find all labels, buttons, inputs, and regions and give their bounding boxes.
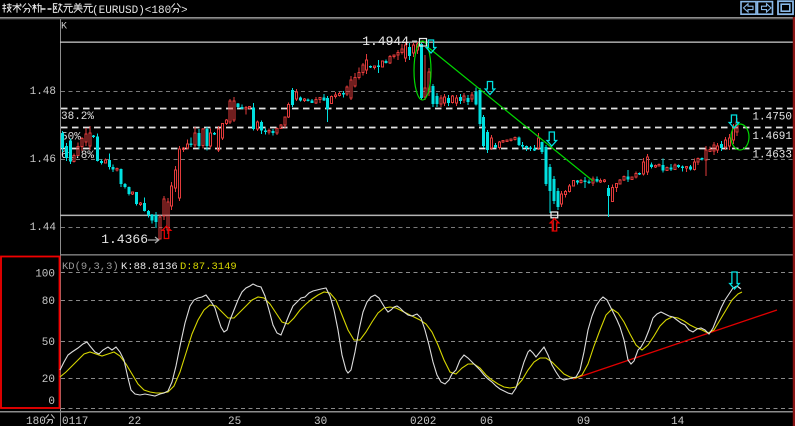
svg-text:KD(9,3,3): KD(9,3,3)	[62, 261, 119, 273]
svg-text:22: 22	[128, 416, 141, 426]
svg-text:(EURUSD)<180: (EURUSD)<180	[92, 5, 171, 17]
svg-text:1.46: 1.46	[30, 154, 56, 166]
svg-text:25: 25	[228, 416, 241, 426]
svg-text:1.4944: 1.4944	[362, 34, 409, 49]
svg-text:>: >	[181, 5, 188, 17]
svg-text:30: 30	[314, 416, 327, 426]
svg-text:0: 0	[48, 396, 55, 408]
svg-text:1.4633: 1.4633	[752, 150, 792, 162]
svg-text:0117: 0117	[62, 416, 88, 426]
svg-text:K: K	[61, 22, 67, 33]
svg-text:K:88.8136: K:88.8136	[121, 261, 178, 273]
svg-text:50: 50	[42, 337, 55, 349]
svg-text:20: 20	[42, 374, 55, 386]
svg-text:06: 06	[480, 416, 493, 426]
svg-text:0202: 0202	[410, 416, 436, 426]
svg-text:38.2%: 38.2%	[61, 111, 94, 123]
svg-text:1.4691: 1.4691	[752, 131, 792, 143]
svg-text:1.48: 1.48	[30, 86, 56, 98]
svg-text:1.4366: 1.4366	[101, 232, 148, 247]
svg-text:180: 180	[26, 416, 46, 426]
svg-text:50%: 50%	[61, 132, 81, 144]
svg-text:1.44: 1.44	[30, 222, 57, 234]
svg-text:09: 09	[577, 416, 590, 426]
svg-text:80: 80	[42, 296, 55, 308]
svg-text:D:87.3149: D:87.3149	[180, 261, 237, 273]
svg-text:14: 14	[671, 416, 685, 426]
svg-text:100: 100	[35, 269, 55, 281]
svg-text:1.4750: 1.4750	[752, 112, 792, 124]
